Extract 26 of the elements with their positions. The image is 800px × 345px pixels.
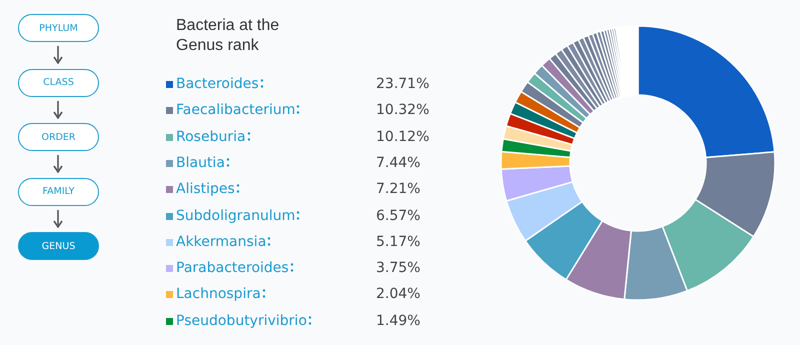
data-label: 6.57%: [376, 208, 420, 224]
data-label: 3.75%: [376, 260, 420, 276]
legend-label: Faecalibacterium: [176, 102, 296, 118]
legend-label: Bacteroides: [176, 76, 259, 92]
data-label: 7.21%: [376, 181, 420, 198]
legend-label: Pseudobutyrivibrio: [176, 312, 307, 329]
data-label: 1.49%: [376, 312, 420, 329]
legend-label: Subdoligranulum: [176, 208, 296, 224]
data-label: 10.32%: [376, 102, 430, 118]
legend-label: Blautia: [176, 154, 225, 171]
legend-label: Roseburia: [176, 128, 246, 145]
data-label: 2.04%: [376, 286, 420, 302]
rank-button: CLASS: [18, 68, 99, 96]
legend-label: Akkermansia: [176, 234, 266, 250]
data-label: 5.17%: [376, 234, 420, 250]
data-label: 7.44%: [376, 154, 420, 171]
rank-button: FAMILY: [18, 178, 99, 206]
rank-button: GENUS: [18, 232, 99, 260]
chart-title: Bacteria at the Genus rank: [176, 16, 280, 56]
legend-label: Parabacteroides: [176, 260, 289, 276]
rank-button: ORDER: [18, 123, 99, 151]
legend-label: Lachnospira: [176, 286, 261, 302]
data-label: 10.12%: [376, 128, 430, 145]
data-label: 23.71%: [376, 76, 430, 92]
rank-button: PHYLUM: [18, 14, 99, 42]
legend-label: Alistipes: [176, 181, 235, 198]
